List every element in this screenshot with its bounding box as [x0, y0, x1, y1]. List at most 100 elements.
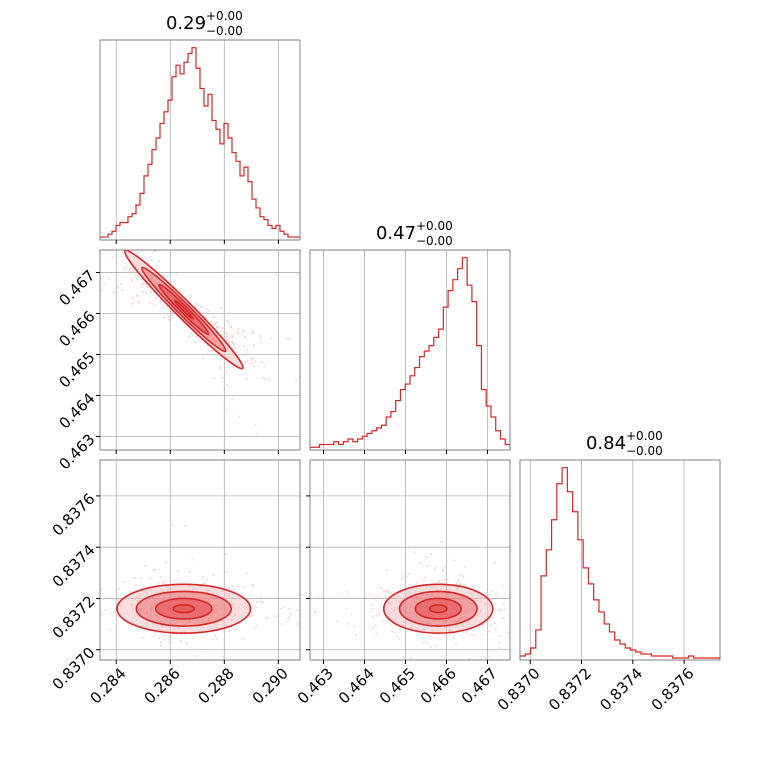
scatter-point [163, 581, 167, 584]
scatter-point [250, 614, 254, 617]
scatter-point [116, 598, 120, 601]
scatter-point [371, 607, 374, 610]
scatter-point [422, 682, 424, 684]
scatter-point [379, 602, 382, 605]
scatter-point [518, 565, 520, 567]
scatter-point [103, 282, 106, 285]
scatter-point [144, 564, 147, 567]
scatter-point [80, 575, 82, 577]
panel-frame [519, 459, 721, 661]
y-tick-label: 0.8374 [49, 541, 99, 591]
scatter-point [416, 581, 419, 584]
scatter-point [471, 585, 474, 588]
panel-2-2: 0.8370 0.8372 0.8374 0.8376 0.84 +0.00−0.00 [494, 429, 721, 714]
scatter-point [146, 237, 148, 239]
scatter-point [568, 574, 570, 576]
scatter-point [121, 289, 124, 292]
scatter-point [162, 316, 166, 319]
scatter-point [219, 368, 222, 371]
scatter-point [381, 620, 384, 623]
scatter-point [154, 250, 157, 253]
scatter-point [160, 641, 163, 644]
scatter-point [45, 274, 47, 276]
scatter-point [134, 217, 136, 219]
scatter-point [336, 620, 339, 623]
scatter-point [326, 571, 328, 573]
scatter-point [494, 668, 496, 670]
scatter-point [238, 415, 241, 418]
scatter-point [259, 336, 262, 339]
scatter-point [48, 259, 50, 261]
scatter-point [194, 655, 197, 658]
y-tick-label: 0.466 [55, 307, 98, 350]
panel-frame [309, 459, 511, 661]
scatter-point [225, 383, 229, 386]
scatter-point [152, 246, 154, 248]
panel-1-1: 0.47 +0.00−0.00 [309, 219, 511, 454]
scatter-point [231, 335, 234, 339]
y-tick-label: 0.8370 [49, 644, 99, 694]
scatter-point [270, 336, 273, 340]
scatter-point [158, 636, 161, 640]
scatter-point [136, 251, 139, 254]
scatter-point [340, 368, 342, 370]
scatter-point [136, 294, 139, 297]
scatter-point [231, 394, 235, 397]
scatter-point [229, 326, 232, 329]
scatter-point [248, 670, 250, 672]
scatter-point [130, 625, 133, 629]
scatter-point [131, 296, 135, 299]
y-tick-label: 0.464 [55, 389, 98, 432]
scatter-point [605, 613, 607, 615]
scatter-point [498, 634, 501, 638]
scatter-point [180, 640, 183, 643]
scatter-point [191, 558, 194, 561]
scatter-point [225, 370, 229, 373]
panel-title-minus: −0.00 [626, 444, 663, 458]
histogram-2 [520, 467, 720, 660]
scatter-point [373, 598, 376, 601]
scatter-point [260, 598, 263, 601]
scatter-point [246, 358, 249, 362]
scatter-point [230, 397, 234, 401]
scatter-point [401, 573, 405, 576]
scatter-point [224, 553, 227, 556]
scatter-point [226, 408, 229, 411]
scatter-point [478, 585, 481, 588]
scatter-point [253, 365, 256, 368]
scatter-point [225, 338, 229, 342]
scatter-point [284, 609, 286, 611]
scatter-point [514, 576, 516, 578]
scatter-point [142, 636, 145, 640]
scatter-point [222, 329, 226, 333]
scatter-point [286, 620, 290, 623]
scatter-point [96, 617, 98, 619]
scatter-point [375, 614, 378, 617]
scatter-point [168, 641, 171, 644]
scatter-point [212, 377, 215, 380]
scatter-point [129, 590, 132, 593]
scatter-point [493, 561, 496, 564]
scatter-point [226, 321, 229, 324]
scatter-point [498, 608, 501, 611]
panel-title-plus: +0.00 [626, 429, 663, 443]
scatter-point [288, 607, 291, 610]
scatter-point [140, 283, 144, 286]
scatter-point [428, 634, 431, 637]
scatter-point [231, 585, 235, 589]
scatter-point [385, 569, 388, 572]
scatter-point [245, 360, 248, 363]
scatter-point [82, 139, 84, 141]
scatter-point [95, 234, 97, 236]
scatter-point [228, 341, 231, 344]
scatter-point [349, 613, 352, 616]
scatter-point [456, 580, 460, 583]
scatter-point [470, 633, 473, 636]
scatter-point [462, 575, 465, 578]
scatter-point [232, 588, 236, 591]
scatter-point [210, 320, 213, 323]
scatter-point [437, 579, 440, 582]
scatter-point [203, 648, 206, 651]
scatter-point [288, 338, 291, 341]
